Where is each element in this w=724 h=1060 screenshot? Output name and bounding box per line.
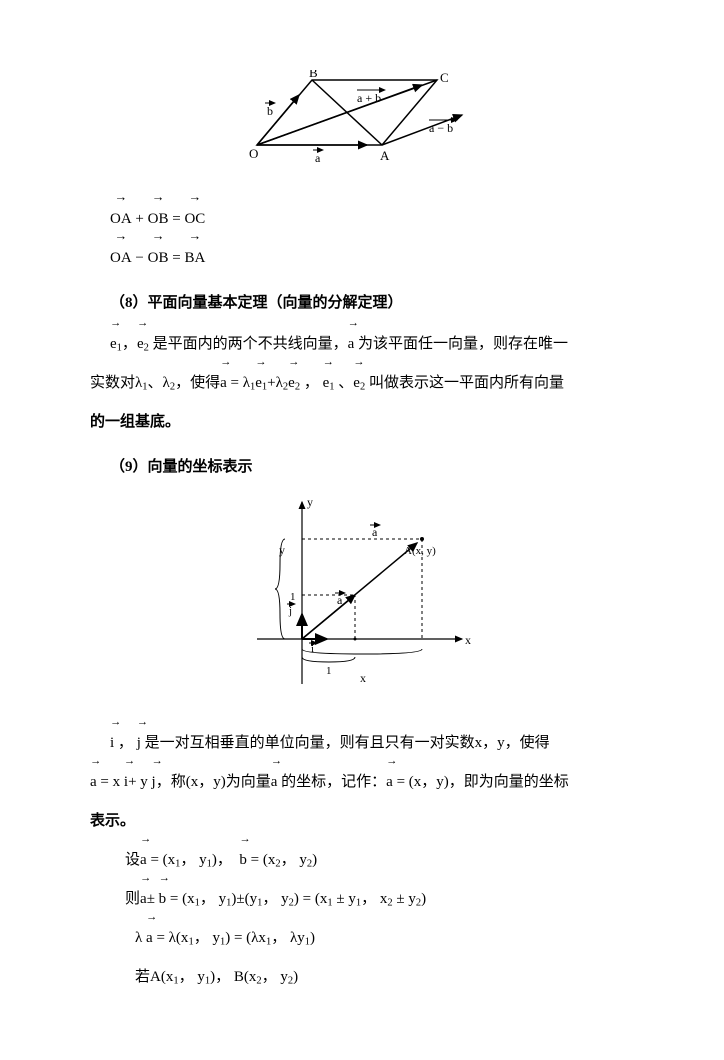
eq-lambda-a: λ a = λ(x1， y1) = (λx1， λy1) xyxy=(135,922,644,955)
svg-text:1: 1 xyxy=(290,591,296,603)
section-8-para-2: 实数对λ1、λ2，使得a = λ1 e1+λ2 e2 ， e1 、e2 叫做表示… xyxy=(90,367,644,400)
svg-text:x: x xyxy=(465,633,471,647)
svg-text:j: j xyxy=(288,605,292,617)
para-biaoshi: 表示。 xyxy=(90,805,644,838)
svg-text:C: C xyxy=(440,70,449,85)
svg-text:O: O xyxy=(249,146,258,161)
svg-text:a + b: a + b xyxy=(357,91,381,105)
coordinate-svg: x y A(x, y) a a i j y 1 1 x xyxy=(247,494,477,694)
svg-text:a: a xyxy=(372,525,378,539)
para-a-xy: a = x i+ y j，称(x，y)为向量a 的坐标，记作：a = (x，y)… xyxy=(90,766,644,799)
svg-text:x: x xyxy=(360,671,366,685)
svg-text:y: y xyxy=(307,495,313,509)
para-i-j: i ， j 是一对互相垂直的单位向量，则有且只有一对实数x，y，使得 xyxy=(110,727,644,760)
section-8-para-1: e1，e2 是平面内的两个不共线向量，a 为该平面任一向量，则存在唯一 xyxy=(110,328,644,361)
eq-a-pm-b: 则a± b = (x1， y1)±(y1， y2) = (x1 ± y1， x2… xyxy=(125,883,644,916)
svg-text:B: B xyxy=(309,70,318,80)
coordinate-diagram: x y A(x, y) a a i j y 1 1 x xyxy=(80,494,644,707)
section-8-heading: （8）平面向量基本定理（向量的分解定理） xyxy=(110,287,644,320)
svg-text:1: 1 xyxy=(326,665,332,677)
svg-text:A(x, y): A(x, y) xyxy=(404,545,436,557)
parallelogram-diagram: O A B C a b a + b a − b xyxy=(80,70,644,183)
svg-text:a − b: a − b xyxy=(429,121,453,135)
equation-oa-minus-ob: OA − OB = BA xyxy=(110,242,644,275)
section-9-heading: （9）向量的坐标表示 xyxy=(110,451,644,484)
section-8-para-3: 的一组基底。 xyxy=(90,406,644,439)
svg-text:a: a xyxy=(315,151,321,165)
svg-text:i: i xyxy=(311,643,314,655)
parallelogram-svg: O A B C a b a + b a − b xyxy=(237,70,487,170)
eq-points-A-B: 若A(x1， y1)， B(x2， y2) xyxy=(135,961,644,994)
eq-set-a-b: 设a = (x1， y1)， b = (x2， y2) xyxy=(125,844,644,877)
svg-text:A: A xyxy=(380,148,390,163)
svg-text:b: b xyxy=(267,104,273,118)
